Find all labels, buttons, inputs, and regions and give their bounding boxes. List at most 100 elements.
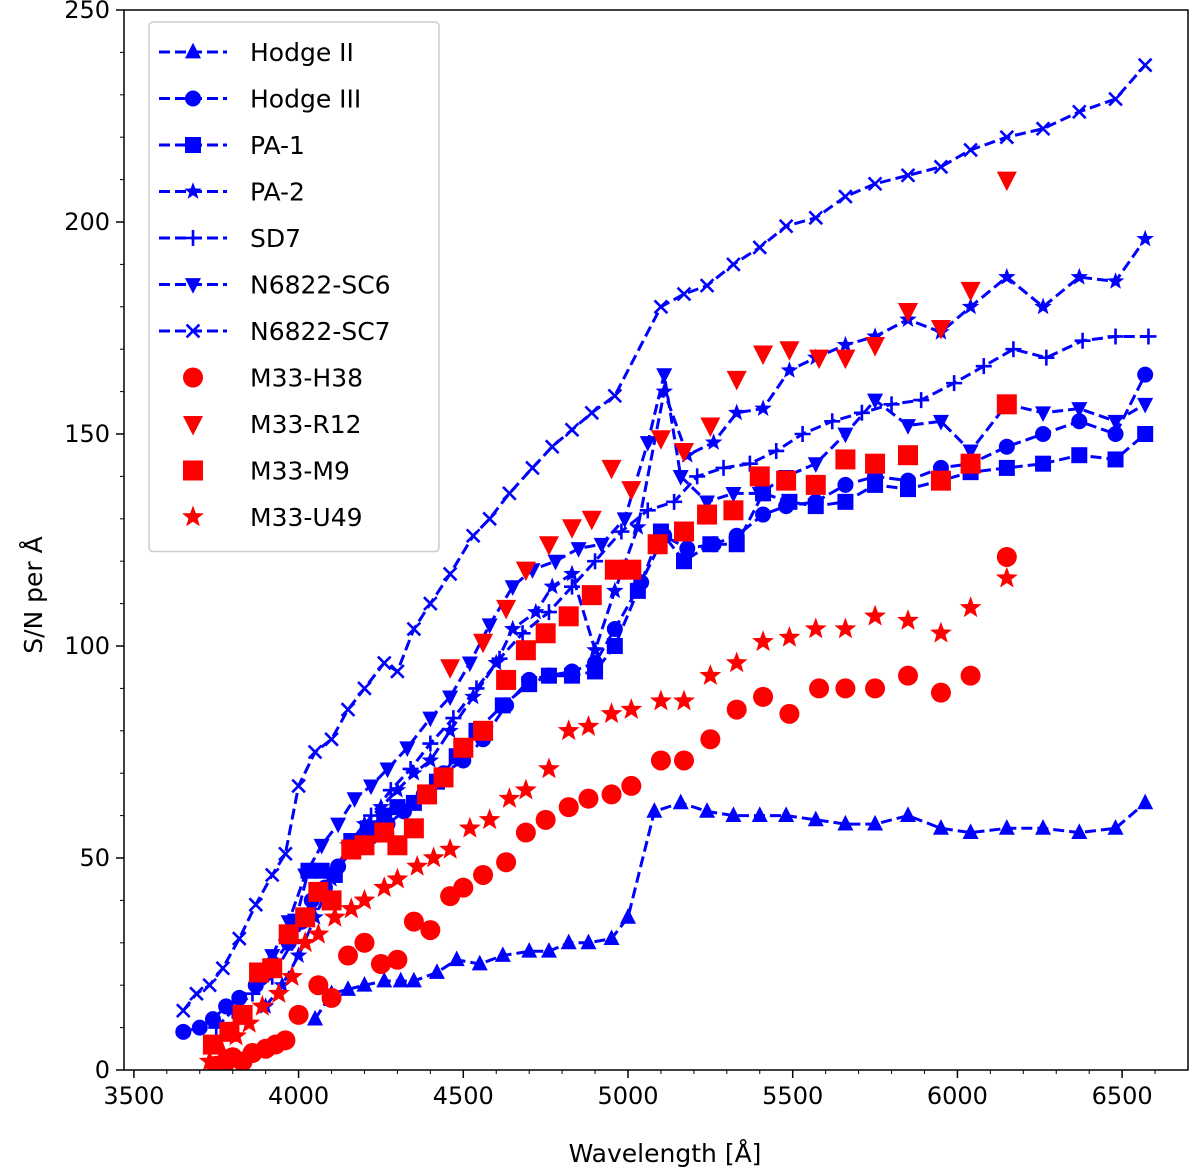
data-point [563, 564, 581, 582]
data-point [960, 453, 981, 474]
data-point [807, 457, 824, 473]
data-point [340, 980, 356, 996]
data-point [962, 444, 979, 461]
data-point [900, 168, 916, 183]
data-point [363, 807, 380, 824]
data-point [752, 630, 774, 652]
data-point [613, 523, 630, 540]
data-point [189, 986, 204, 1001]
data-point [867, 814, 884, 831]
data-point [593, 537, 610, 554]
data-point [1137, 57, 1153, 73]
y-tick-label: 200 [64, 208, 110, 236]
data-point [865, 453, 886, 474]
data-point [930, 682, 951, 703]
data-point [603, 929, 620, 945]
data-point [521, 676, 538, 693]
data-point [1137, 426, 1154, 442]
data-point [406, 855, 429, 876]
data-point [288, 1004, 309, 1025]
data-point [291, 778, 306, 794]
legend-label: Hodge III [250, 85, 361, 114]
data-point [725, 486, 742, 503]
data-point [834, 617, 857, 639]
data-point [768, 442, 785, 459]
legend-marker [185, 230, 201, 246]
data-point [723, 500, 744, 521]
legend-entry-hodge-iii: Hodge III [159, 85, 361, 114]
data-point [913, 392, 930, 409]
legend: Hodge II Hodge III PA-1 PA-2 SD7 N6822-SC6 N68… [148, 21, 440, 553]
data-point [749, 466, 770, 487]
data-point [439, 838, 462, 859]
data-point [370, 954, 391, 974]
data-point [356, 976, 373, 992]
data-point [406, 621, 422, 637]
data-point [191, 1019, 208, 1036]
data-point [898, 665, 918, 686]
data-point [557, 719, 580, 741]
legend-entry-m33-r12: M33-R12 [183, 410, 362, 439]
data-point [547, 554, 564, 571]
data-point [897, 609, 919, 630]
series-pa-1 [287, 426, 1154, 930]
data-point [560, 933, 577, 950]
data-point [464, 687, 482, 705]
data-point [564, 667, 580, 684]
data-point [198, 1050, 221, 1070]
data-point [540, 942, 557, 958]
series-m33-h38 [206, 546, 1017, 1070]
data-point [376, 971, 393, 988]
data-point [601, 784, 622, 805]
data-point [781, 493, 798, 510]
data-point [543, 577, 561, 595]
data-point [999, 129, 1015, 145]
data-point [372, 797, 390, 815]
data-point [998, 438, 1015, 455]
x-tick-label: 6000 [927, 1082, 988, 1110]
data-point [996, 394, 1017, 415]
legend-entry-n6822-sc6: N6822-SC6 [159, 271, 391, 300]
legend-label: N6822-SC7 [250, 317, 391, 346]
data-point [961, 297, 980, 315]
data-point [751, 486, 768, 503]
data-point [699, 802, 716, 818]
legend-marker [184, 182, 202, 199]
series-n6822-sc7 [175, 57, 1153, 1018]
data-point [676, 286, 692, 302]
data-point [865, 678, 886, 699]
data-point [604, 559, 625, 580]
data-point [581, 585, 602, 606]
data-point [620, 698, 643, 719]
data-point [778, 806, 795, 822]
data-point [405, 764, 423, 781]
data-point [728, 403, 746, 421]
data-point [621, 481, 642, 501]
data-point [399, 741, 416, 757]
data-point [1137, 397, 1154, 414]
data-point [581, 510, 602, 531]
series-line-hodge-ii [313, 801, 1147, 1020]
data-point [699, 278, 715, 293]
y-tick-label: 250 [64, 0, 110, 24]
data-point [650, 750, 671, 771]
data-point [674, 750, 694, 771]
data-point [998, 819, 1015, 835]
data-point [313, 838, 330, 855]
data-point [527, 602, 545, 620]
data-point [496, 852, 517, 873]
data-point [496, 669, 517, 690]
data-point [779, 341, 800, 361]
data-point [647, 534, 668, 555]
data-point [867, 476, 884, 493]
legend-label: M33-U49 [250, 503, 363, 532]
data-point [540, 667, 557, 684]
data-point [231, 931, 247, 946]
data-point [836, 335, 855, 353]
data-point [835, 678, 856, 699]
data-point [540, 604, 557, 621]
data-point [835, 449, 856, 470]
data-point [1035, 121, 1051, 137]
data-point [294, 931, 317, 953]
data-point [930, 470, 951, 491]
